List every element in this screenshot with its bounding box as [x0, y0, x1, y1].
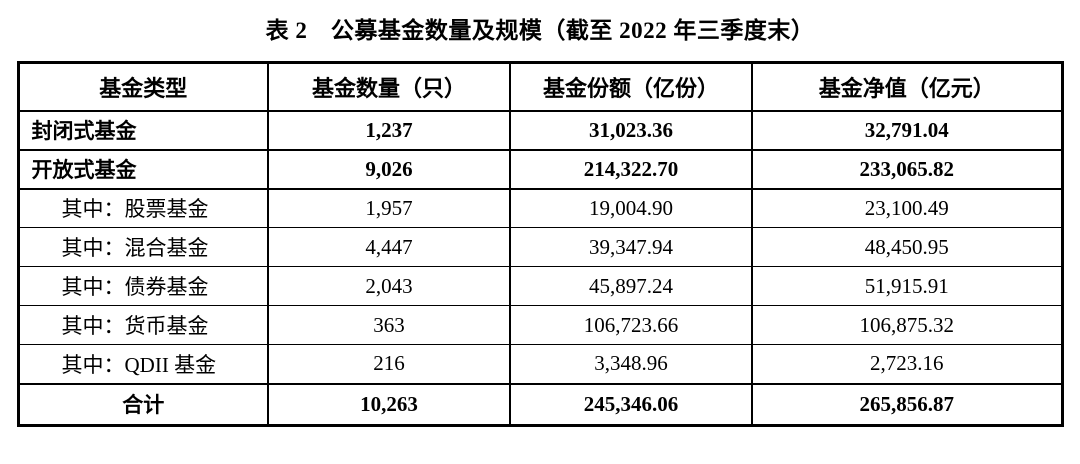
table-row: 封闭式基金 1,237 31,023.36 32,791.04: [17, 110, 1063, 151]
table-row: 其中：债券基金 2,043 45,897.24 51,915.91: [17, 266, 1063, 306]
value-cell: 1,237: [267, 110, 511, 151]
value-cell: 45,897.24: [509, 266, 753, 306]
value-cell: 216: [267, 344, 511, 384]
table-row: 其中：QDII 基金 216 3,348.96 2,723.16: [17, 344, 1063, 384]
value-cell: 48,450.95: [751, 227, 1063, 267]
fund-type-cell: 其中：债券基金: [17, 266, 269, 306]
value-cell: 31,023.36: [509, 110, 753, 151]
fund-type-cell: 合计: [17, 382, 269, 426]
fund-type-cell: 其中：股票基金: [17, 188, 269, 228]
table-title: 表 2 公募基金数量及规模（截至 2022 年三季度末）: [265, 18, 815, 43]
value-cell: 214,322.70: [509, 149, 753, 190]
value-cell: 19,004.90: [509, 188, 753, 228]
value-cell: 32,791.04: [751, 110, 1063, 151]
column-header: 基金份额（亿份）: [509, 62, 753, 112]
value-cell: 265,856.87: [751, 382, 1063, 426]
value-cell: 10,263: [267, 382, 511, 426]
value-cell: 51,915.91: [751, 266, 1063, 306]
fund-type-cell: 其中：QDII 基金: [17, 344, 269, 384]
table-row: 合计 10,263 245,346.06 265,856.87: [17, 382, 1063, 426]
fund-type-cell: 封闭式基金: [17, 110, 269, 151]
column-header: 基金数量（只）: [267, 62, 511, 112]
value-cell: 39,347.94: [509, 227, 753, 267]
table-row: 其中：混合基金 4,447 39,347.94 48,450.95: [17, 227, 1063, 267]
fund-type-cell: 开放式基金: [17, 149, 269, 190]
header-row: 基金类型 基金数量（只） 基金份额（亿份） 基金净值（亿元）: [17, 62, 1063, 112]
column-header: 基金类型: [17, 62, 269, 112]
value-cell: 233,065.82: [751, 149, 1063, 190]
value-cell: 2,043: [267, 266, 511, 306]
fund-table: 基金类型 基金数量（只） 基金份额（亿份） 基金净值（亿元） 封闭式基金 1,237 31…: [16, 61, 1064, 427]
value-cell: 363: [267, 305, 511, 345]
value-cell: 1,957: [267, 188, 511, 228]
column-header: 基金净值（亿元）: [751, 62, 1063, 112]
value-cell: 245,346.06: [509, 382, 753, 426]
value-cell: 106,875.32: [751, 305, 1063, 345]
value-cell: 9,026: [267, 149, 511, 190]
value-cell: 3,348.96: [509, 344, 753, 384]
value-cell: 2,723.16: [751, 344, 1063, 384]
table-row: 其中：货币基金 363 106,723.66 106,875.32: [17, 305, 1063, 345]
value-cell: 23,100.49: [751, 188, 1063, 228]
fund-type-cell: 其中：货币基金: [17, 305, 269, 345]
table-row: 其中：股票基金 1,957 19,004.90 23,100.49: [17, 188, 1063, 228]
table-body: 封闭式基金 1,237 31,023.36 32,791.04 开放式基金 9,026 21…: [17, 110, 1063, 426]
table-row: 开放式基金 9,026 214,322.70 233,065.82: [17, 149, 1063, 190]
fund-type-cell: 其中：混合基金: [17, 227, 269, 267]
value-cell: 106,723.66: [509, 305, 753, 345]
value-cell: 4,447: [267, 227, 511, 267]
